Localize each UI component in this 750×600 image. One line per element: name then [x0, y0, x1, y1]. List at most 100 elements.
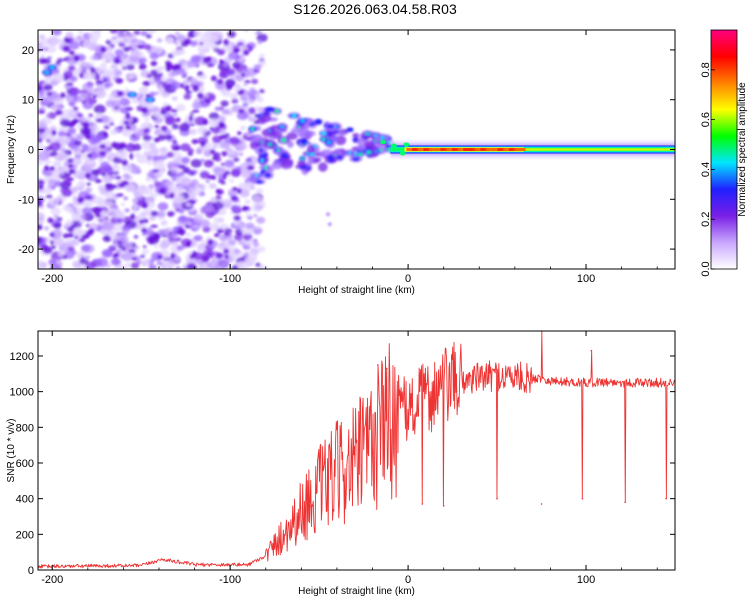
noise-patch [79, 220, 84, 224]
noise-patch [123, 241, 133, 249]
noise-spot [237, 90, 244, 96]
noise-patch [204, 94, 209, 98]
noise-patch [210, 197, 218, 203]
carrier-core-red [508, 148, 518, 151]
noise-spot [197, 92, 204, 100]
carrier-core-red [451, 148, 461, 151]
noise-patch [103, 124, 110, 130]
snr-background [38, 331, 675, 570]
noise-patch [257, 40, 263, 45]
transition-halo [287, 140, 294, 148]
noise-patch [133, 235, 139, 239]
noise-patch [178, 215, 188, 223]
noise-patch [229, 178, 235, 183]
noise-patch [146, 201, 156, 209]
noise-patch [245, 256, 256, 265]
noise-patch [149, 52, 159, 60]
noise-patch [190, 130, 197, 136]
snr-ytick-label: 0 [28, 565, 34, 577]
noise-patch [70, 210, 75, 215]
noise-spot [231, 186, 239, 191]
transition-blob [309, 122, 316, 126]
noise-patch [208, 112, 220, 121]
noise-spot [84, 134, 92, 140]
noise-patch [116, 248, 122, 254]
carrier-squiggle [390, 143, 397, 148]
noise-patch [203, 204, 214, 213]
snr-dip-point [540, 503, 543, 505]
transition-core [321, 137, 326, 141]
noise-patch [143, 151, 151, 157]
noise-spot [81, 121, 90, 128]
noise-spot [213, 233, 220, 238]
noise-patch [253, 228, 262, 235]
noise-patch [102, 174, 113, 183]
noise-patch [172, 123, 179, 130]
noise-patch [243, 251, 250, 257]
noise-patch [123, 132, 128, 136]
carrier-squiggle [380, 140, 387, 145]
noise-spot [188, 115, 194, 122]
noise-patch [255, 64, 262, 70]
noise-patch [50, 125, 57, 131]
noise-spot [237, 188, 242, 194]
noise-patch [78, 30, 84, 35]
noise-patch [51, 245, 57, 250]
noise-patch [212, 145, 217, 150]
transition-core [264, 165, 268, 170]
noise-patch [231, 98, 239, 104]
noise-patch [38, 212, 45, 221]
carrier-core-red [440, 148, 450, 151]
noise-patch [173, 235, 179, 239]
noise-patch [221, 89, 231, 97]
transition-halo [265, 167, 275, 173]
noise-patch [196, 81, 204, 87]
noise-patch [107, 201, 114, 207]
carrier-core-red [520, 148, 530, 151]
noise-spot [170, 252, 175, 260]
noise-spot [217, 78, 223, 85]
noise-patch [164, 116, 177, 126]
noise-spot [131, 257, 138, 261]
noise-patch [109, 129, 118, 135]
snr-xtick-label: 100 [577, 574, 595, 586]
noise-patch [88, 30, 101, 41]
noise-spot [192, 84, 200, 92]
noise-patch [117, 240, 122, 244]
noise-patch [130, 50, 141, 59]
transition-core [321, 131, 327, 136]
transition-blob [280, 153, 288, 159]
noise-patch [230, 169, 241, 178]
noise-spot [215, 188, 221, 194]
noise-spot [184, 224, 191, 229]
noise-patch [88, 97, 97, 105]
noise-hotspot-core [147, 98, 153, 102]
noise-patch [190, 54, 201, 63]
noise-patch [149, 147, 160, 156]
noise-patch [77, 60, 87, 68]
carrier-core-red [486, 148, 496, 151]
noise-patch [100, 161, 110, 169]
noise-patch [67, 65, 76, 72]
noise-spot [218, 123, 226, 129]
noise-patch [175, 266, 181, 269]
noise-patch [149, 91, 156, 97]
noise-patch [173, 193, 183, 202]
noise-spot [84, 172, 91, 179]
noise-patch [170, 72, 176, 76]
spectrogram-ytick-label: 0 [28, 145, 34, 157]
noise-spot [92, 209, 101, 215]
noise-spot [173, 63, 182, 68]
noise-patch [111, 258, 122, 267]
snr-ytick-label: 1200 [10, 351, 34, 363]
noise-patch [53, 214, 59, 219]
noise-patch [101, 210, 108, 216]
transition-blob [326, 124, 334, 129]
snr-xtick-label: -100 [219, 574, 241, 586]
noise-spot [139, 219, 144, 224]
snr-ytick-label: 600 [16, 458, 34, 470]
noise-patch [110, 64, 118, 70]
noise-patch [160, 152, 167, 157]
noise-spot [88, 228, 95, 234]
